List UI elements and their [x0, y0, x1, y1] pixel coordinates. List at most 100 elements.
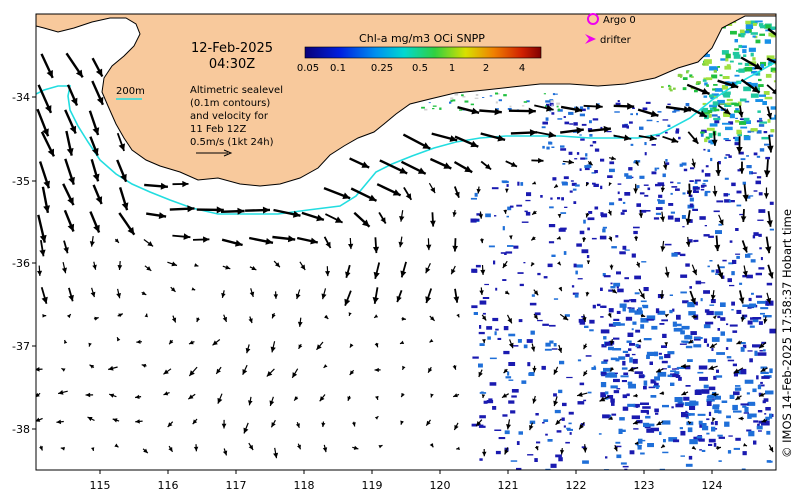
- chl-patch: [475, 264, 481, 268]
- chl-patch: [556, 430, 562, 433]
- chl-patch: [579, 113, 585, 117]
- chl-patch: [653, 217, 660, 220]
- velocity-arrow: [506, 419, 511, 430]
- chl-patch: [701, 449, 706, 452]
- chl-patch: [640, 452, 645, 455]
- chl-patch: [592, 304, 596, 309]
- x-tick-label: 118: [294, 479, 315, 492]
- chl-patch: [547, 439, 553, 442]
- chl-patch: [486, 326, 493, 330]
- velocity-arrow: [582, 314, 587, 323]
- chl-patch: [542, 323, 549, 326]
- chl-patch: [759, 33, 765, 36]
- velocity-arrow: [634, 441, 639, 445]
- chl-patch: [654, 408, 659, 413]
- chl-patch: [758, 94, 766, 97]
- chl-patch: [580, 138, 585, 141]
- chl-patch: [583, 399, 587, 402]
- velocity-arrow: [37, 214, 47, 243]
- velocity-arrow: [482, 339, 486, 344]
- chl-patch: [750, 52, 754, 57]
- velocity-arrow: [689, 290, 696, 305]
- velocity-arrow: [613, 444, 618, 452]
- velocity-arrow: [169, 205, 195, 213]
- velocity-arrow: [712, 315, 717, 320]
- chl-patch: [541, 365, 546, 370]
- chl-patch: [753, 152, 758, 156]
- chl-patch: [503, 94, 507, 97]
- land-mass: [36, 14, 776, 187]
- chl-patch: [498, 99, 502, 102]
- chl-patch: [707, 265, 710, 268]
- chl-patch: [586, 255, 590, 259]
- chl-patch: [450, 97, 454, 100]
- velocity-arrow: [192, 236, 210, 243]
- chl-patch: [600, 126, 603, 130]
- argo-label: Argo 0: [603, 15, 636, 26]
- chl-patch: [607, 175, 613, 178]
- chl-patch: [658, 352, 662, 355]
- chl-patch: [471, 423, 478, 427]
- chl-patch: [675, 188, 680, 191]
- velocity-arrow: [402, 133, 431, 150]
- chl-patch: [726, 415, 731, 419]
- velocity-arrow: [632, 420, 640, 425]
- velocity-arrow: [248, 236, 274, 245]
- chl-patch: [742, 304, 751, 307]
- velocity-arrow: [141, 363, 147, 368]
- chl-patch: [507, 371, 510, 376]
- chl-patch: [599, 235, 607, 240]
- chl-patch: [734, 74, 740, 77]
- velocity-arrows: [36, 27, 776, 459]
- chl-patch: [482, 312, 486, 315]
- chl-patch: [708, 133, 713, 138]
- chl-patch: [573, 201, 577, 204]
- chl-patch: [689, 405, 696, 410]
- chl-patch: [770, 117, 776, 120]
- chl-patch: [703, 234, 710, 237]
- chl-patch: [574, 293, 579, 298]
- chl-patch: [646, 315, 656, 321]
- chl-patch: [573, 131, 578, 133]
- velocity-arrow: [212, 339, 221, 346]
- chl-patch: [734, 39, 738, 43]
- chl-patch: [696, 436, 703, 439]
- chl-patch: [525, 199, 531, 202]
- y-axis: -34 -35 -36 -37 -38: [12, 91, 36, 436]
- chl-patch: [508, 333, 516, 337]
- chl-patch: [620, 375, 629, 378]
- chl-patch: [558, 389, 563, 394]
- chl-patch: [495, 92, 498, 95]
- velocity-arrow: [685, 236, 691, 247]
- chl-patch: [714, 120, 720, 124]
- chl-patch: [636, 444, 642, 447]
- chl-patch: [645, 415, 651, 419]
- chl-patch: [753, 190, 758, 192]
- chl-patch: [724, 421, 730, 427]
- chl-patch: [728, 155, 732, 158]
- chl-patch: [745, 253, 751, 258]
- chl-patch: [747, 402, 756, 406]
- chl-patch: [511, 395, 517, 398]
- chl-patch: [629, 343, 635, 346]
- chl-patch: [664, 243, 672, 246]
- chl-patch: [701, 423, 707, 427]
- chl-patch: [488, 398, 493, 401]
- velocity-arrow: [481, 394, 486, 399]
- velocity-arrow: [686, 83, 710, 96]
- chl-patch: [743, 54, 747, 57]
- velocity-arrow: [63, 209, 75, 232]
- chl-patch: [518, 319, 523, 323]
- chl-patch: [526, 192, 532, 197]
- velocity-arrow: [660, 211, 665, 222]
- velocity-arrow: [633, 183, 639, 194]
- chl-patch: [755, 39, 761, 44]
- velocity-arrow: [42, 314, 47, 318]
- velocity-arrow: [374, 342, 379, 348]
- velocity-arrow: [691, 264, 698, 276]
- velocity-arrow: [426, 238, 432, 251]
- chl-patch: [740, 30, 746, 36]
- chl-patch: [631, 367, 639, 369]
- chl-patch: [745, 20, 751, 25]
- legend-line-5: 0.5m/s (1kt 24h): [190, 137, 274, 148]
